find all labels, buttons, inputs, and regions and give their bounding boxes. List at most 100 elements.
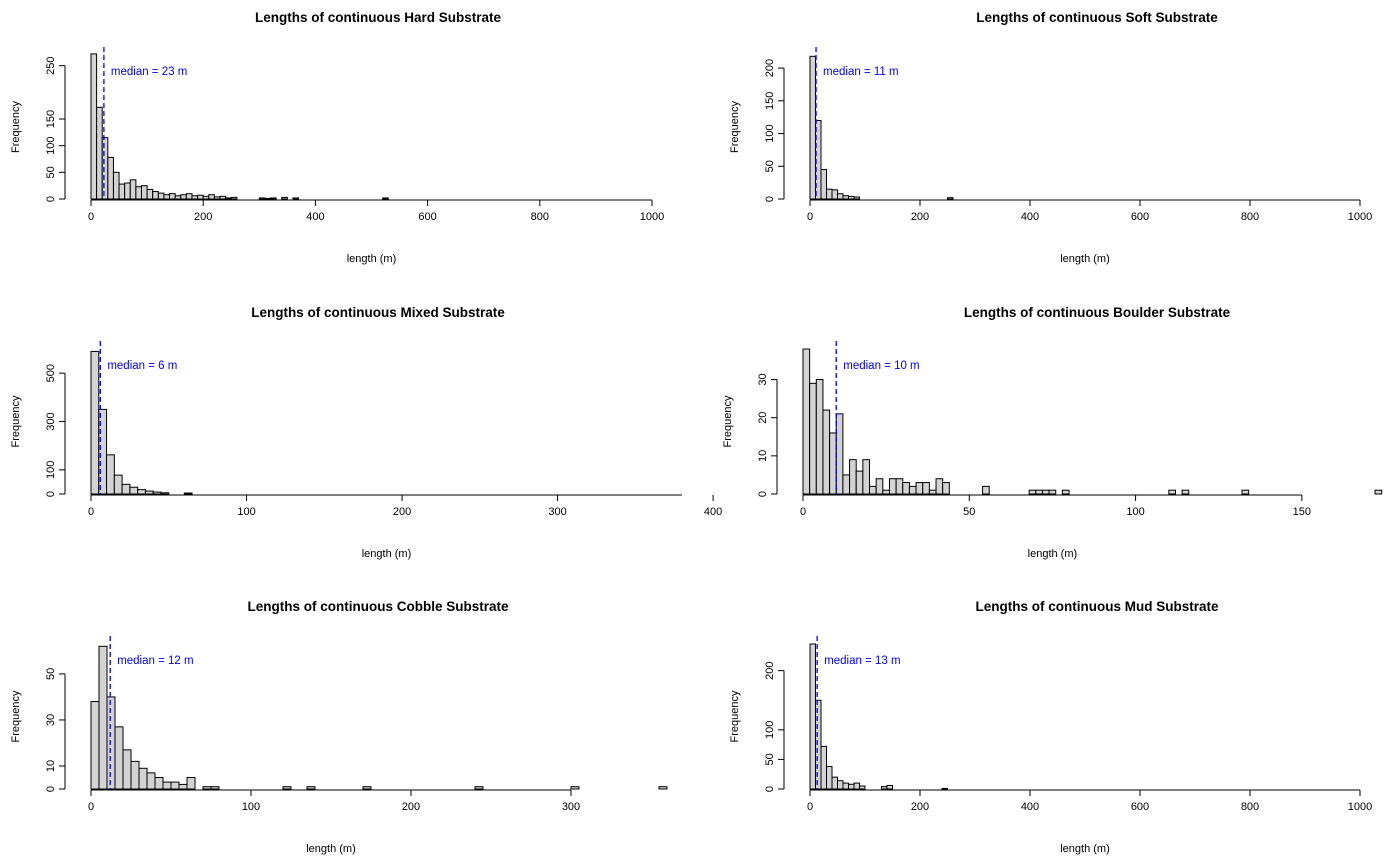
histogram-bar — [848, 195, 855, 200]
histogram-bar — [820, 169, 827, 200]
histogram-bar — [282, 786, 292, 790]
median-label: median = 6 m — [107, 360, 177, 372]
histogram-bar — [1048, 489, 1057, 495]
histogram-bar — [882, 489, 890, 495]
x-tick-label: 800 — [1241, 211, 1259, 223]
y-tick-label: 200 — [764, 59, 776, 77]
histogram-bar — [112, 171, 120, 200]
chart-title: Lengths of continuous Hard Substrate — [255, 10, 501, 25]
x-axis-label: length (m) — [306, 843, 356, 855]
histogram-bar — [875, 478, 884, 495]
median-label: median = 23 m — [111, 66, 187, 78]
histogram-bar — [170, 781, 180, 790]
x-axis-label: length (m) — [347, 253, 397, 265]
histogram-bar — [915, 482, 924, 495]
histogram-bar — [152, 491, 162, 495]
histogram-bar — [837, 193, 844, 200]
histogram-bar — [849, 459, 857, 495]
histogram-bar — [902, 482, 910, 495]
histogram-bar — [869, 485, 877, 495]
histogram-bar — [658, 786, 668, 790]
y-tick-label: 0 — [45, 491, 57, 497]
x-tick-label: 400 — [704, 506, 722, 518]
histogram-bar — [154, 776, 164, 790]
histogram-bar — [822, 409, 831, 495]
histogram-bar — [135, 186, 142, 200]
y-tick-label: 30 — [757, 373, 769, 385]
histogram-bar — [908, 485, 917, 495]
histogram-bar — [202, 786, 212, 790]
histogram-bar — [152, 191, 159, 200]
histogram-bar — [853, 782, 860, 790]
median-label: median = 12 m — [117, 655, 193, 667]
histogram-bar — [162, 781, 172, 790]
histogram-bar — [137, 489, 146, 495]
histogram-bar — [809, 643, 816, 790]
histogram-bar — [1061, 489, 1070, 495]
x-tick-label: 600 — [1131, 211, 1149, 223]
x-tick-label: 200 — [911, 801, 929, 813]
x-tick-label: 200 — [911, 211, 929, 223]
x-tick-label: 800 — [531, 211, 549, 223]
histogram-bar — [163, 194, 171, 200]
y-tick-label: 500 — [45, 364, 57, 382]
histogram-bar — [826, 766, 833, 790]
histogram-bar — [107, 156, 114, 200]
y-axis-label: Frequency — [10, 690, 22, 742]
y-tick-label: 100 — [764, 124, 776, 142]
x-tick-label: 100 — [1126, 506, 1144, 518]
y-tick-label: 0 — [764, 196, 776, 202]
y-tick-label: 50 — [764, 160, 776, 172]
y-tick-label: 0 — [45, 196, 57, 202]
median-label: median = 13 m — [824, 655, 900, 667]
histogram-bar — [98, 645, 108, 790]
histogram-bar — [831, 776, 838, 790]
histogram-bar — [185, 193, 193, 200]
x-tick-label: 1000 — [1348, 801, 1372, 813]
x-tick-label: 1000 — [640, 211, 664, 223]
y-tick-label: 30 — [45, 714, 57, 726]
histogram-bar — [362, 786, 372, 790]
histogram-bar — [106, 454, 115, 495]
y-axis-label: Frequency — [10, 395, 22, 447]
histogram-bar — [809, 55, 816, 200]
y-tick-label: 150 — [764, 92, 776, 110]
x-tick-label: 0 — [88, 801, 94, 813]
histogram-bar — [1241, 489, 1250, 495]
histogram-bar — [842, 782, 849, 790]
histogram-bar — [853, 196, 860, 200]
histogram-bar — [941, 787, 948, 790]
histogram-bar — [474, 786, 484, 790]
histogram-panel-1: Lengths of continuous Soft Substrate 0 200… — [729, 10, 1372, 265]
y-tick-label: 50 — [45, 668, 57, 680]
histogram-bar — [815, 379, 824, 495]
histogram-bar — [826, 188, 833, 200]
histogram-bar — [210, 786, 220, 790]
histogram-bar — [815, 699, 822, 790]
x-tick-label: 800 — [1241, 801, 1259, 813]
x-tick-label: 0 — [88, 506, 94, 518]
histogram-panel-3: Lengths of continuous Boulder Substrate 0… — [722, 305, 1383, 560]
histogram-bar — [842, 474, 851, 495]
x-tick-label: 200 — [402, 801, 420, 813]
y-tick-label: 250 — [45, 56, 57, 74]
histogram-bar — [935, 478, 944, 495]
histogram-bar — [895, 478, 904, 495]
histogram-bar — [118, 183, 126, 200]
histogram-bar — [129, 179, 137, 200]
histogram-bar — [258, 197, 266, 200]
histogram-bar — [820, 745, 827, 790]
histogram-bar — [213, 196, 221, 200]
histogram-bar — [180, 194, 187, 200]
histogram-bar — [138, 767, 148, 790]
chart-title: Lengths of continuous Mixed Substrate — [251, 305, 505, 320]
x-tick-label: 600 — [1131, 801, 1149, 813]
x-tick-label: 600 — [418, 211, 436, 223]
y-tick-label: 300 — [45, 412, 57, 430]
x-axis-label: length (m) — [1060, 843, 1110, 855]
histogram-bar — [129, 486, 139, 495]
histogram-bar — [144, 490, 154, 495]
histogram-bar — [98, 408, 108, 495]
chart-title: Lengths of continuous Soft Substrate — [976, 10, 1218, 25]
histogram-bar — [835, 413, 844, 495]
